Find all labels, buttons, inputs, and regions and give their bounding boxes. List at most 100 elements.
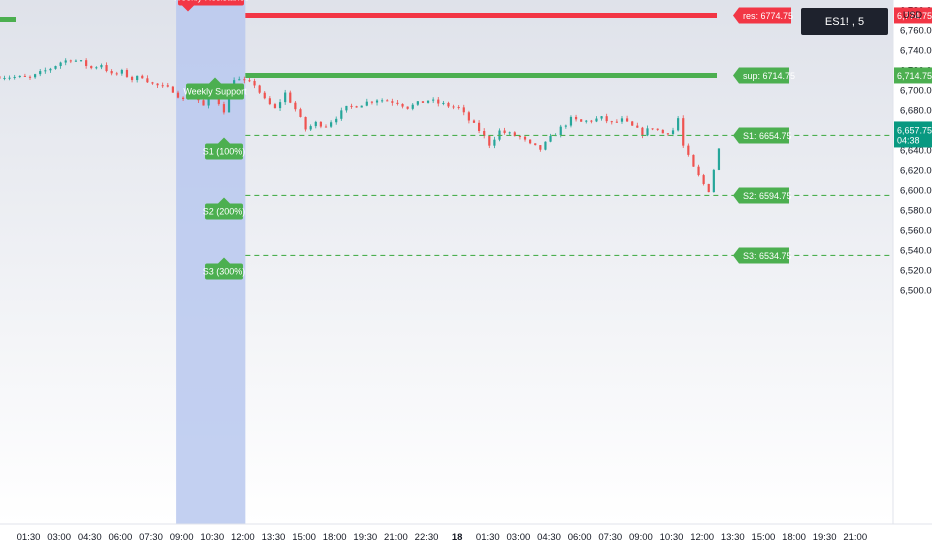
candle-body	[559, 126, 562, 136]
candle-body	[692, 154, 695, 167]
x-tick-label: 21:00	[384, 532, 408, 543]
candle-body	[666, 133, 670, 135]
candle-body	[661, 129, 664, 134]
candle-body	[391, 101, 394, 103]
price-axis[interactable]	[893, 0, 932, 550]
y-tick-label: 6,700.00	[900, 86, 932, 97]
x-tick-label: 06:00	[108, 532, 132, 543]
candle-body	[355, 106, 358, 108]
x-tick-label: 21:00	[843, 532, 867, 543]
level-value-label-S1: S1: 6654.75	[733, 127, 792, 144]
x-tick-label: 07:30	[598, 532, 622, 543]
candle-body	[595, 118, 598, 122]
level-value-text: sup: 6714.75	[743, 71, 795, 81]
y-tick-label: 6,740.00	[900, 46, 932, 57]
y-tick-label: 6,560.00	[900, 226, 932, 237]
candle-body	[44, 70, 47, 72]
candle-body	[605, 116, 608, 122]
candle-body	[59, 62, 62, 67]
candle-body	[590, 120, 593, 122]
candle-body	[18, 75, 21, 77]
x-tick-label: 22:30	[415, 532, 439, 543]
candle-body	[442, 102, 445, 104]
x-tick-label: 09:00	[170, 532, 194, 543]
level-value-label-res: res: 6774.75	[733, 7, 793, 24]
level-value-label-sup: sup: 6714.75	[733, 67, 795, 84]
candle-body	[656, 128, 659, 130]
y-tick-label: 6,520.00	[900, 266, 932, 277]
x-tick-label: 03:00	[507, 532, 531, 543]
x-tick-label: 10:30	[660, 532, 684, 543]
level-tag-res: Weekly Resistance	[173, 0, 249, 12]
candle-body	[452, 106, 455, 108]
candle-body	[268, 98, 271, 105]
candle-body	[508, 132, 511, 134]
candle-body	[702, 175, 705, 184]
candle-body	[421, 101, 425, 103]
x-tick-label: 13:30	[262, 532, 286, 543]
candle-body	[569, 116, 573, 126]
x-tick-label: 06:00	[568, 532, 592, 543]
level-tag-text: S1 (100%)	[203, 146, 246, 156]
candle-body	[493, 139, 496, 146]
x-tick-label: 15:00	[751, 532, 775, 543]
candle-body	[258, 85, 261, 93]
candle-body	[523, 136, 527, 140]
symbol-badge[interactable]: ES1! , 5	[801, 8, 888, 35]
candle-body	[340, 110, 343, 119]
candle-body	[115, 73, 118, 75]
candle-body	[437, 99, 440, 104]
candle-body	[49, 68, 52, 71]
candle-body	[227, 93, 231, 113]
level-tag-text: S2 (200%)	[203, 206, 246, 216]
candle-body	[641, 127, 644, 136]
candle-body	[345, 105, 348, 111]
candle-body	[350, 105, 353, 107]
candle-body	[580, 119, 583, 122]
time-axis[interactable]	[0, 524, 932, 550]
candle-body	[401, 103, 404, 107]
candle-body	[472, 120, 476, 123]
y-tick-label: 6,620.00	[900, 166, 932, 177]
candle-body	[161, 85, 164, 87]
candle-body	[335, 118, 338, 123]
level-value-label-S2: S2: 6594.75	[733, 187, 792, 204]
candle-body	[600, 116, 603, 119]
x-tick-label: 04:30	[537, 532, 561, 543]
candle-body	[171, 86, 174, 93]
x-tick-label: 18	[452, 532, 463, 543]
candle-body	[156, 83, 159, 86]
candle-body	[284, 92, 287, 103]
x-tick-label: 01:30	[476, 532, 500, 543]
candle-body	[105, 65, 108, 72]
candle-body	[176, 92, 180, 98]
candle-body	[146, 78, 149, 83]
candle-body	[426, 100, 430, 103]
candle-body	[253, 80, 256, 86]
x-tick-label: 04:30	[78, 532, 102, 543]
session-highlight	[176, 0, 246, 524]
candle-body	[324, 126, 328, 128]
candle-body	[712, 169, 715, 193]
candle-body	[13, 76, 16, 78]
x-tick-label: 15:00	[292, 532, 316, 543]
level-tag-text: Weekly Resistance	[173, 0, 249, 2]
candle-body	[182, 97, 185, 99]
x-tick-label: 09:00	[629, 532, 653, 543]
candle-body	[585, 120, 588, 122]
prior-level-stub	[0, 17, 16, 22]
candle-body	[141, 75, 144, 79]
candle-body	[28, 76, 32, 78]
x-tick-label: 18:00	[782, 532, 806, 543]
candle-body	[95, 67, 98, 69]
candle-body	[447, 102, 450, 107]
currency-label[interactable]: USD	[903, 10, 923, 20]
x-tick-label: 12:00	[231, 532, 255, 543]
candle-body	[477, 122, 481, 131]
candle-body	[34, 74, 37, 78]
level-value-text: res: 6774.75	[743, 11, 793, 21]
candle-body	[518, 136, 522, 138]
candle-body	[8, 77, 11, 79]
